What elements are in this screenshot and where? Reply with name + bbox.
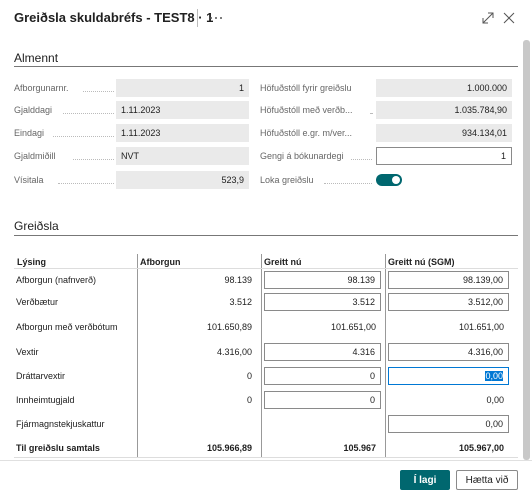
cell[interactable]: 0: [264, 367, 381, 385]
field-label: Loka greiðslu: [260, 175, 314, 185]
field-value: 1.11.2023: [116, 101, 249, 119]
field-label: Höfuðstóll e.gr. m/ver...: [260, 128, 353, 138]
row-label: Vextir: [16, 347, 39, 357]
cell[interactable]: 0,00: [388, 415, 509, 433]
field-label: Vísitala: [14, 175, 44, 185]
cell[interactable]: 98.139,00: [388, 271, 509, 289]
field-value: 934.134,01: [376, 124, 512, 142]
field-value[interactable]: 1: [376, 147, 512, 165]
field-value: 1.000.000: [376, 79, 512, 97]
section-title: Greiðsla: [14, 219, 59, 233]
cell[interactable]: 4.316: [264, 343, 381, 361]
toggle[interactable]: [376, 174, 402, 186]
leader: [83, 91, 114, 92]
cell: 0,00: [486, 395, 504, 405]
cell: 105.967: [343, 443, 376, 453]
row-label: Dráttarvextir: [16, 371, 66, 381]
row-label: Innheimtugjald: [16, 395, 75, 405]
leader: [323, 183, 372, 184]
expand-button[interactable]: [482, 12, 494, 24]
leader: [73, 159, 114, 160]
field-value: 1: [116, 79, 249, 97]
field-label: Eindagi: [14, 128, 45, 138]
column-divider: [385, 254, 386, 458]
more-button[interactable]: [208, 14, 224, 22]
cell: 105.967,00: [458, 443, 504, 453]
leader: [63, 113, 114, 114]
column-header: Afborgun: [140, 257, 181, 267]
footer-divider: [0, 460, 532, 461]
toggle-knob: [392, 176, 400, 184]
column-divider: [137, 254, 138, 458]
column-header: Greitt nú (SGM): [388, 257, 455, 267]
field-value: 1.035.784,90: [376, 101, 512, 119]
dialog-title: Greiðsla skuldabréfs - TEST8 · 1: [14, 10, 214, 25]
field-value: NVT: [116, 147, 249, 165]
selected-text: 0,00: [485, 371, 503, 381]
field-label: Gjaldmiðill: [14, 151, 56, 161]
scrollbar[interactable]: [523, 40, 530, 460]
cancel-button[interactable]: Hætta við: [456, 470, 518, 490]
row-label: Afborgun (nafnverð): [16, 275, 97, 285]
field-value: 1.11.2023: [116, 124, 249, 142]
cell: 105.966,89: [206, 443, 252, 453]
cell[interactable]: 3.512,00: [388, 293, 509, 311]
section-line: [14, 235, 518, 236]
leader: [53, 136, 114, 137]
section-line: [14, 66, 518, 67]
cell[interactable]: 0,00: [388, 367, 509, 385]
cell: 0: [246, 371, 252, 381]
column-divider: [261, 254, 262, 458]
row-label: Afborgun með verðbótum: [16, 322, 118, 332]
cell: 3.512: [229, 297, 252, 307]
row-label: Verðbætur: [16, 297, 59, 307]
table-bottom-line: [14, 457, 518, 458]
row-label: Fjármagnstekjuskattur: [16, 419, 105, 429]
cell: 98.139: [224, 275, 252, 285]
column-header: Greitt nú: [264, 257, 302, 267]
field-label: Höfuðstóll með verðb...: [260, 105, 353, 115]
field-value: 523,9: [116, 171, 249, 189]
close-button[interactable]: [503, 12, 515, 24]
cell[interactable]: 0: [264, 391, 381, 409]
leader: [351, 159, 372, 160]
cell[interactable]: 98.139: [264, 271, 381, 289]
separator: [197, 9, 198, 27]
cell: 4.316,00: [216, 347, 252, 357]
column-header: Lýsing: [17, 257, 47, 267]
field-label: Höfuðstóll fyrir greiðslu: [260, 83, 352, 93]
section-title: Almennt: [14, 51, 59, 65]
cell: 0: [246, 395, 252, 405]
field-label: Gjalddagi: [14, 105, 53, 115]
ok-button[interactable]: Í lagi: [400, 470, 450, 490]
cell[interactable]: 3.512: [264, 293, 381, 311]
field-label: Gengi á bókunardegi: [260, 151, 344, 161]
leader: [369, 113, 372, 114]
leader: [58, 183, 114, 184]
row-label: Til greiðslu samtals: [16, 443, 100, 453]
header-line: [14, 268, 518, 269]
cell: 101.651,00: [330, 322, 376, 332]
cell: 101.650,89: [206, 322, 252, 332]
cell[interactable]: 4.316,00: [388, 343, 509, 361]
cell: 101.651,00: [458, 322, 504, 332]
field-label: Afborgunarnr.: [14, 83, 69, 93]
